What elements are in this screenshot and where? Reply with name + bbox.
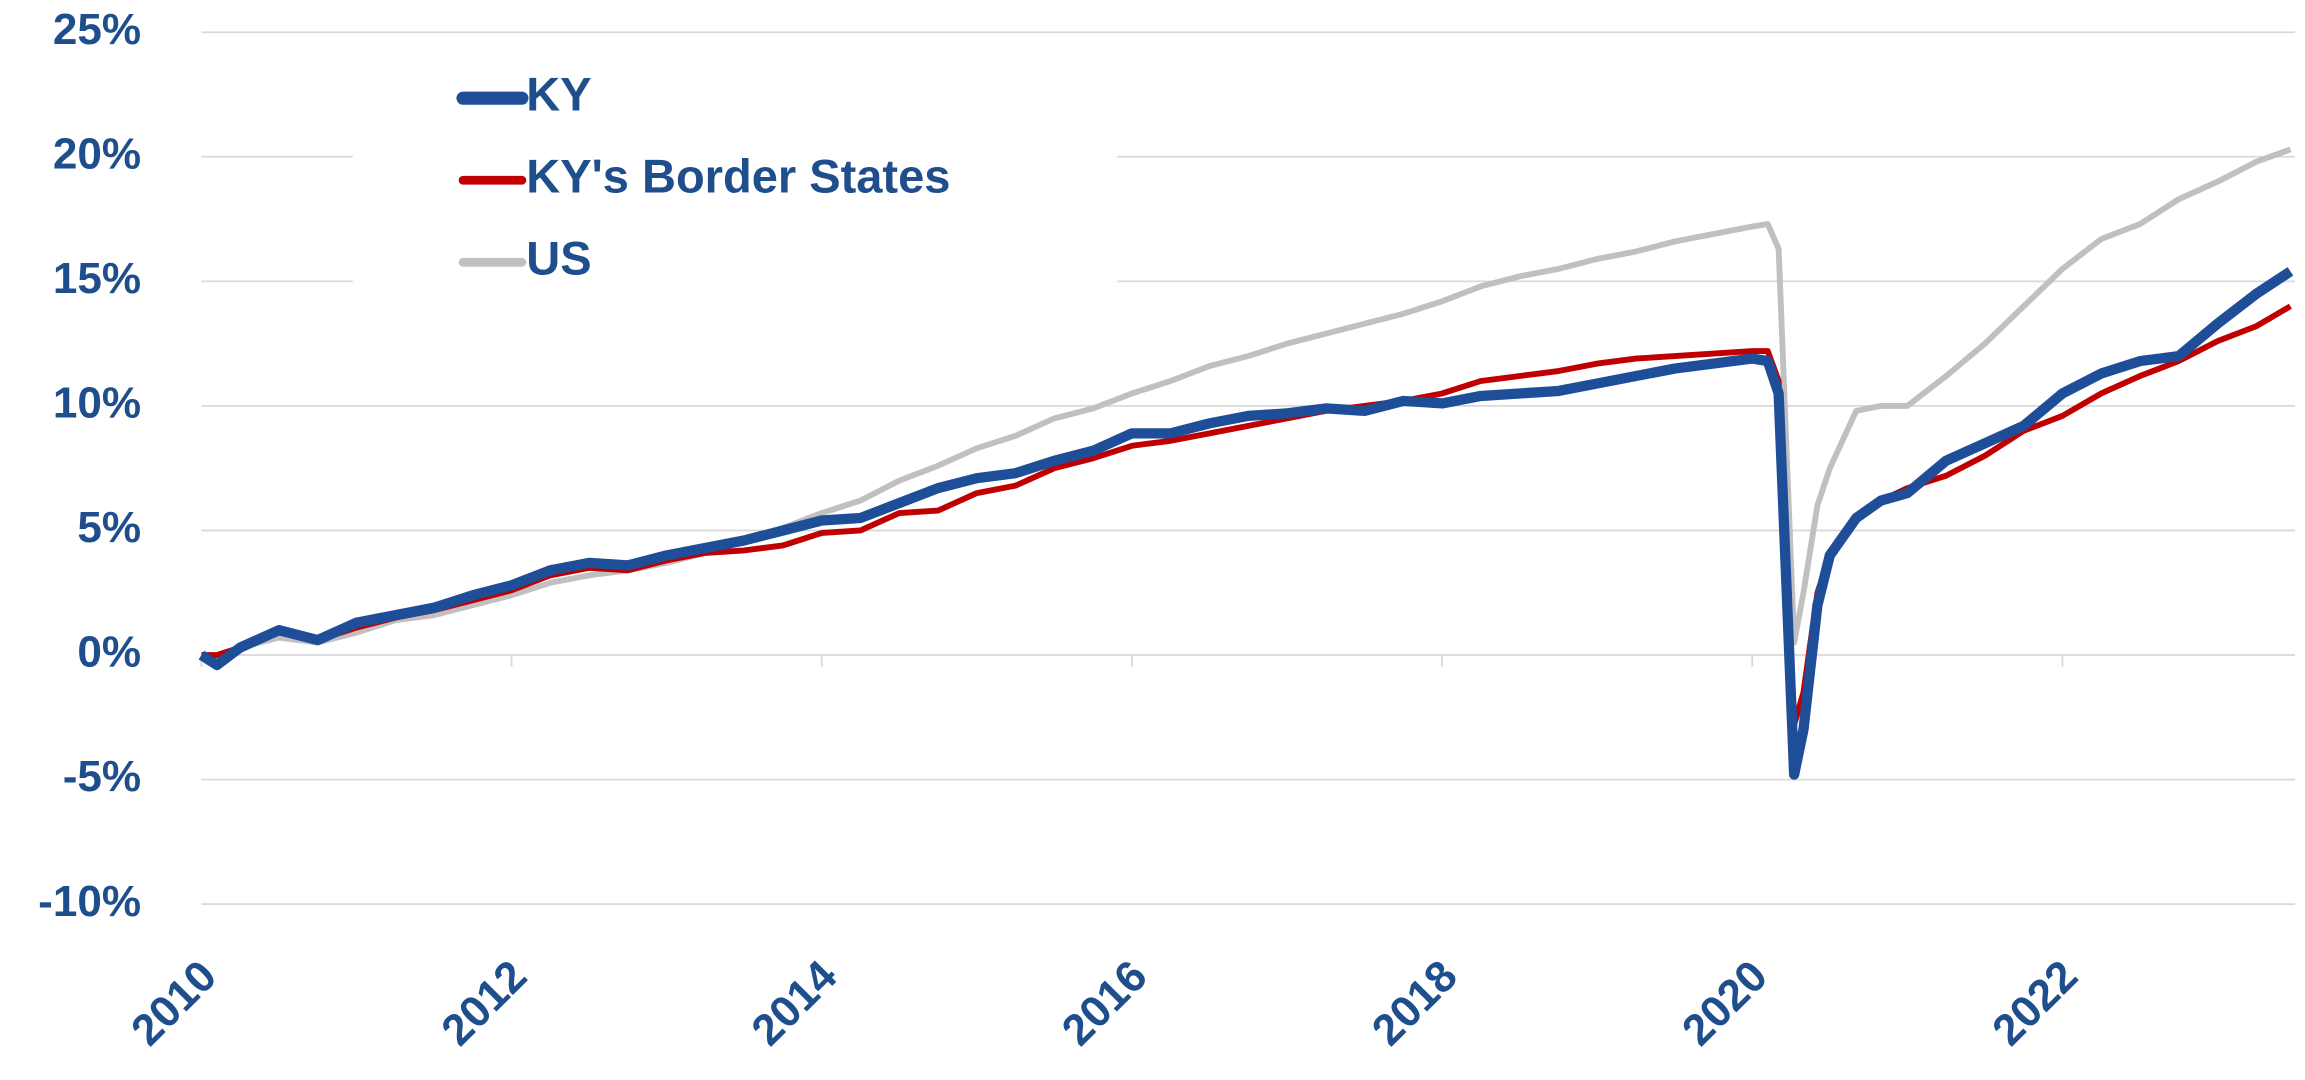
x-tick-label: 2012: [432, 951, 536, 1055]
y-tick-label: 0%: [77, 628, 141, 677]
legend-label: KY: [526, 68, 591, 121]
y-tick-label: 15%: [53, 254, 141, 303]
series-line: [201, 303, 2292, 728]
y-tick-label: 25%: [53, 5, 141, 54]
legend-label: US: [526, 232, 591, 285]
series-line: [198, 267, 2294, 780]
x-tick-label: 2022: [1983, 951, 2087, 1055]
x-tick-label: 2016: [1053, 951, 1157, 1055]
y-tick-label: 20%: [53, 129, 141, 178]
y-tick-label: -5%: [63, 752, 141, 801]
x-tick-label: 2010: [122, 951, 226, 1055]
legend-label: KY's Border States: [526, 150, 950, 203]
y-tick-label: 5%: [77, 503, 141, 552]
x-tick-label: 2020: [1673, 951, 1777, 1055]
y-tick-label: 10%: [53, 379, 141, 428]
series-line: [200, 146, 2292, 661]
x-tick-label: 2018: [1363, 951, 1467, 1055]
y-tick-label: -10%: [38, 877, 141, 926]
x-tick-label: 2014: [742, 951, 846, 1055]
